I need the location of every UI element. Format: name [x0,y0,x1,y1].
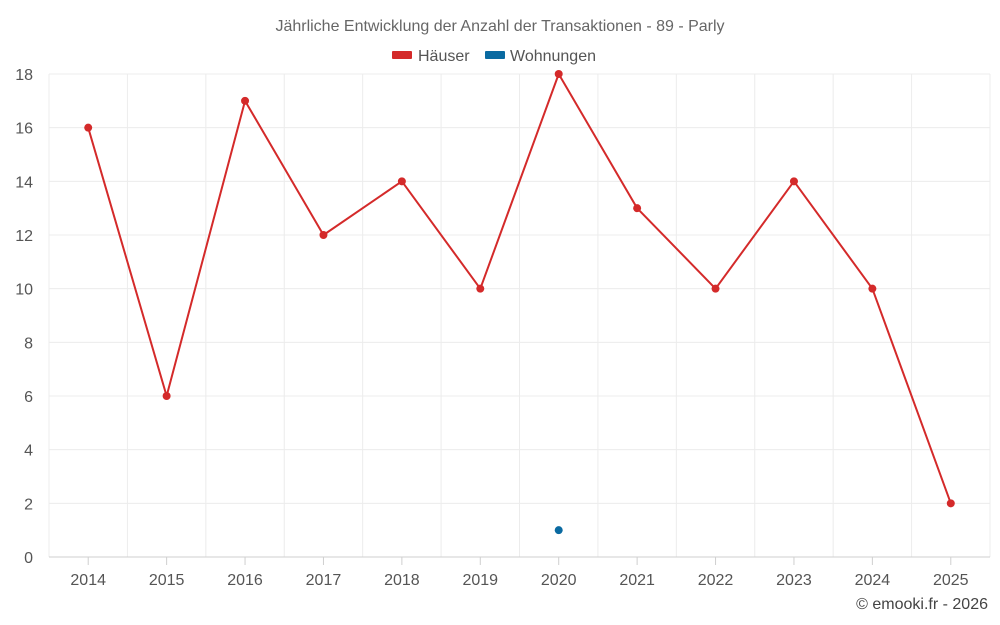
x-tick-label: 2016 [227,572,263,589]
y-tick-label: 12 [15,228,33,245]
x-tick-label: 2018 [384,572,420,589]
x-tick-label: 2015 [149,572,185,589]
data-point-haeuser-2017 [319,231,328,239]
y-tick-label: 2 [24,496,33,513]
data-point-haeuser-2020 [554,70,563,78]
chart-legend: Häuser Wohnungen [392,48,596,65]
data-point-haeuser-2014 [84,123,93,132]
data-point-haeuser-2015 [162,392,171,400]
y-tick-label: 14 [15,174,33,191]
x-tick-label: 2021 [619,572,655,589]
x-tick-label: 2023 [776,572,812,589]
y-tick-label: 6 [24,389,33,406]
data-point-wohnungen-2020 [554,526,563,535]
data-series [84,70,955,535]
y-tick-label: 4 [24,443,33,460]
data-point-haeuser-2022 [711,284,720,293]
y-tick-label: 18 [15,67,33,84]
data-point-haeuser-2019 [476,284,485,293]
data-point-haeuser-2016 [241,96,250,105]
data-point-haeuser-2025 [946,499,955,508]
data-point-haeuser-2024 [868,284,877,293]
legend-item-wohnungen-swatch [485,51,505,59]
x-tick-label: 2017 [306,572,342,589]
x-tick-label: 2014 [70,572,106,589]
x-tick-label: 2024 [855,572,891,589]
y-tick-label: 10 [15,282,33,299]
legend-item-haeuser-swatch [392,51,412,59]
copyright-credit: © emooki.fr - 2026 [856,596,988,613]
x-tick-label: 2025 [933,572,969,589]
legend-item-haeuser-label: Häuser [418,48,470,65]
x-tick-label: 2020 [541,572,577,589]
x-tick-label: 2019 [462,572,498,589]
legend-item-wohnungen-label: Wohnungen [510,48,596,65]
grid-lines [48,73,991,557]
data-point-haeuser-2023 [789,177,798,186]
series-line-haeuser [87,73,952,504]
chart-title: Jährliche Entwicklung der Anzahl der Tra… [275,18,724,35]
y-tick-label: 0 [24,550,33,567]
y-tick-label: 8 [24,335,33,352]
y-tick-label: 16 [15,121,33,138]
chart-axes: 0 2 4 6 8 10 12 14 16 18 2014 2015 2016 2017 2018 2019 2… [15,67,990,589]
data-point-haeuser-2018 [397,177,406,186]
x-tick-label: 2022 [698,572,734,589]
data-point-haeuser-2021 [633,204,642,213]
